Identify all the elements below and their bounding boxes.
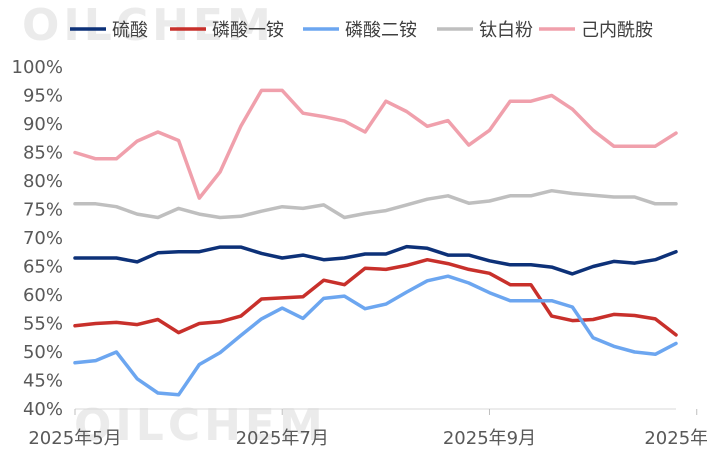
legend-label: 硫酸 — [112, 20, 148, 41]
y-axis: 40% 45% 50% 55% 60% 65% 70% 75% 80% 85% 90% 95% 100% — [12, 57, 63, 420]
y-tick-label: 40% — [23, 399, 63, 420]
y-tick-label: 50% — [23, 342, 63, 363]
series-line-磷酸二铵 — [73, 274, 678, 397]
y-tick-label: 100% — [12, 57, 63, 78]
y-tick-label: 45% — [23, 371, 63, 392]
series-line-钛白粉 — [73, 188, 678, 220]
y-tick-label: 55% — [23, 314, 63, 335]
legend-label: 磷酸二铵 — [345, 20, 417, 41]
x-axis: 2025年5月 2025年7月 2025年9月 2025年11月 — [28, 408, 707, 449]
y-tick-label: 85% — [23, 143, 63, 164]
legend-label: 钛白粉 — [479, 20, 533, 41]
y-tick-label: 80% — [23, 171, 63, 192]
x-tick-label: 2025年5月 — [28, 428, 121, 449]
x-tick-label: 2025年9月 — [443, 428, 536, 449]
y-tick-label: 65% — [23, 257, 63, 278]
y-tick-label: 90% — [23, 114, 63, 135]
y-tick-label: 75% — [23, 200, 63, 221]
y-tick-label: 95% — [23, 86, 63, 107]
series-group — [73, 88, 678, 397]
legend-label: 己内酰胺 — [581, 20, 653, 41]
series-line-己内酰胺 — [73, 88, 678, 200]
legend-label: 磷酸一铵 — [212, 20, 284, 41]
x-tick-label: 2025年7月 — [236, 428, 329, 449]
y-tick-label: 60% — [23, 285, 63, 306]
x-tick-label: 2025年11月 — [644, 428, 707, 449]
series-line-磷酸一铵 — [73, 257, 678, 337]
legend: 硫酸 磷酸一铵 磷酸二铵 钛白粉 己内酰胺 — [70, 20, 653, 41]
y-tick-label: 70% — [23, 228, 63, 249]
watermark-top: OILCHEM — [22, 0, 275, 51]
series-line-硫酸 — [73, 244, 678, 276]
